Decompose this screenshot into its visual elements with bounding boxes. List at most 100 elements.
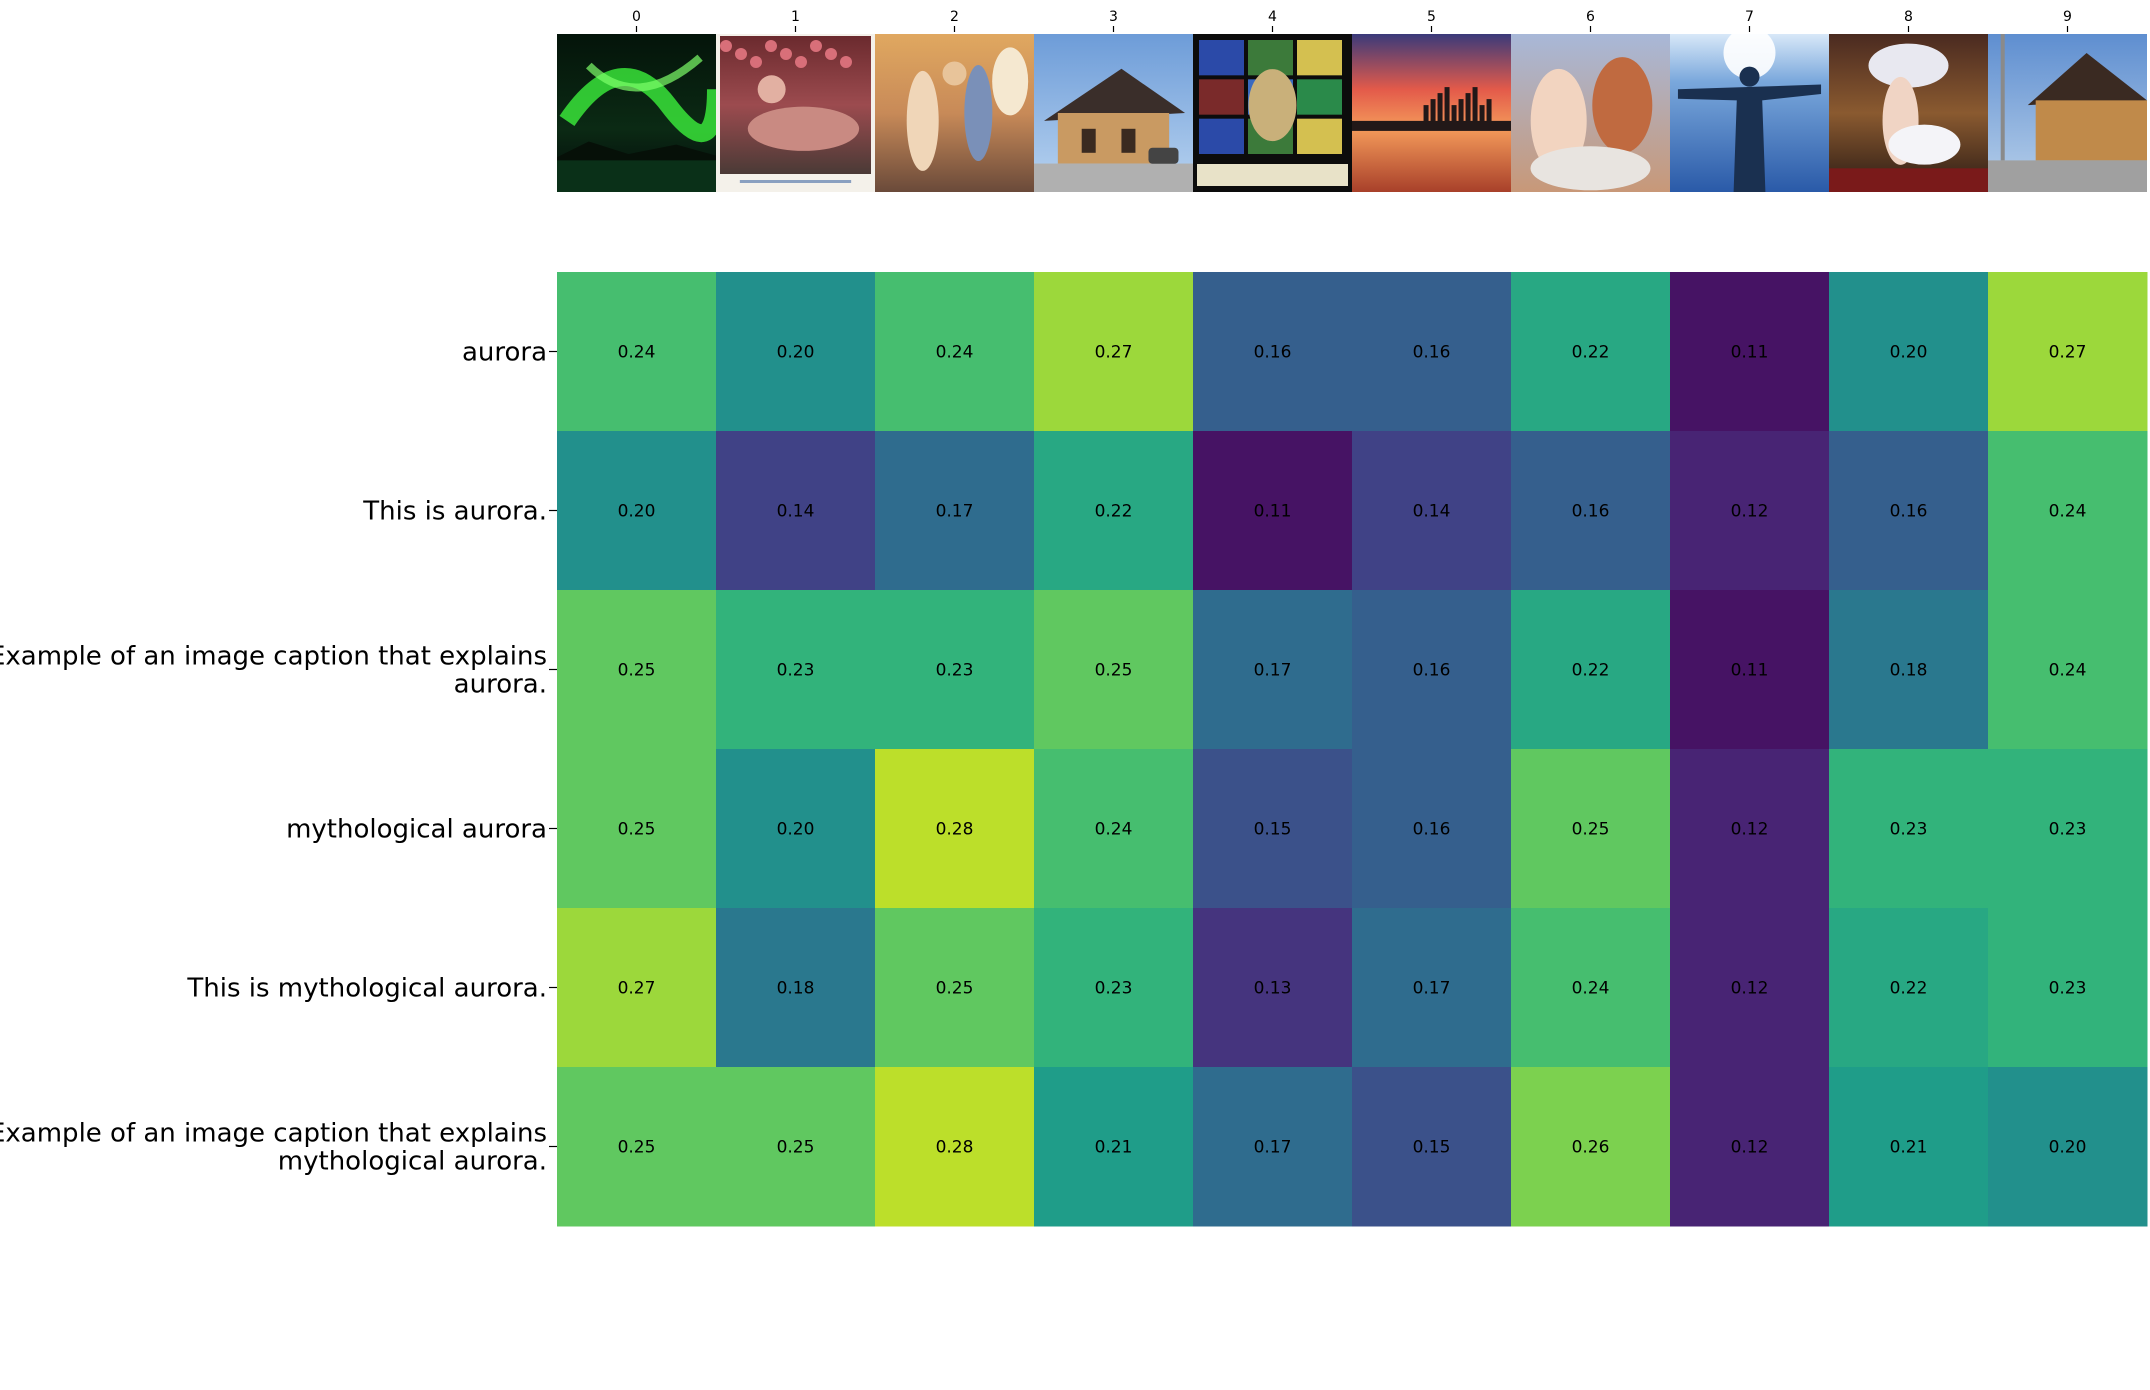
y-tick-label-1: This is aurora.: [362, 497, 547, 527]
cell-value-label-r1-c4: 0.11: [1254, 502, 1292, 522]
cell-value-label-r3-c4: 0.15: [1254, 820, 1292, 840]
x-tick-label-1: 1: [791, 9, 800, 25]
heatmap-cell-r4-c3: [1034, 908, 1194, 1068]
heatmap-cell-r2-c9: [1988, 590, 2148, 750]
heatmap-cell-r2-c8: [1829, 590, 1989, 750]
cell-value-label-r4-c3: 0.23: [1095, 979, 1133, 999]
image-thumbnail-4: [1193, 34, 1352, 192]
heatmap-cell-r4-c5: [1352, 908, 1512, 1068]
heatmap-cell-r0-c1: [716, 272, 876, 432]
cell-value-label-r2-c4: 0.17: [1254, 661, 1292, 681]
x-tick-label-3: 3: [1109, 9, 1118, 25]
cell-value-label-r1-c5: 0.14: [1413, 502, 1451, 522]
y-tick-label-5: Example of an image caption that explain…: [0, 1119, 547, 1177]
image-thumbnail-2: [875, 34, 1034, 192]
image-thumbnail-strip: [557, 34, 2147, 192]
cell-value-label-r1-c1: 0.14: [777, 502, 815, 522]
heatmap-cell-r5-c3: [1034, 1067, 1194, 1227]
y-tick-label-4: This is mythological aurora.: [186, 974, 547, 1004]
cell-value-label-r5-c7: 0.12: [1731, 1138, 1769, 1158]
heatmap-cell-r5-c5: [1352, 1067, 1512, 1227]
heatmap-cell-r3-c6: [1511, 749, 1671, 909]
cell-value-label-r4-c8: 0.22: [1890, 979, 1928, 999]
cell-value-label-r3-c1: 0.20: [777, 820, 815, 840]
heatmap-cell-r3-c3: [1034, 749, 1194, 909]
heatmap-cell-r3-c0: [557, 749, 717, 909]
heatmap-cell-r1-c1: [716, 431, 876, 591]
heatmap-cell-r2-c4: [1193, 590, 1353, 750]
cell-value-label-r3-c3: 0.24: [1095, 820, 1133, 840]
cell-value-label-r5-c8: 0.21: [1890, 1138, 1928, 1158]
cell-value-label-r3-c0: 0.25: [618, 820, 656, 840]
heatmap-cell-r0-c6: [1511, 272, 1671, 432]
cell-value-label-r1-c3: 0.22: [1095, 502, 1133, 522]
x-tick-label-7: 7: [1745, 9, 1754, 25]
cell-value-label-r4-c9: 0.23: [2049, 979, 2087, 999]
heatmap-cell-r5-c4: [1193, 1067, 1353, 1227]
cell-value-label-r0-c3: 0.27: [1095, 343, 1133, 363]
cell-value-label-r5-c0: 0.25: [618, 1138, 656, 1158]
cell-value-label-r2-c3: 0.25: [1095, 661, 1133, 681]
heatmap-cell-r5-c7: [1670, 1067, 1830, 1227]
cell-value-label-r1-c9: 0.24: [2049, 502, 2087, 522]
heatmap-cell-r0-c9: [1988, 272, 2148, 432]
cell-value-label-r5-c2: 0.28: [936, 1138, 974, 1158]
cell-value-label-r0-c9: 0.27: [2049, 343, 2087, 363]
cell-value-label-r5-c6: 0.26: [1572, 1138, 1610, 1158]
cell-value-label-r5-c5: 0.15: [1413, 1138, 1451, 1158]
cell-value-label-r4-c2: 0.25: [936, 979, 974, 999]
x-tick-label-6: 6: [1586, 9, 1595, 25]
x-tick-label-2: 2: [950, 9, 959, 25]
cell-value-label-r1-c0: 0.20: [618, 502, 656, 522]
cell-value-label-r4-c5: 0.17: [1413, 979, 1451, 999]
cell-value-label-r4-c7: 0.12: [1731, 979, 1769, 999]
cell-value-label-r5-c3: 0.21: [1095, 1138, 1133, 1158]
heatmap-cell-r1-c9: [1988, 431, 2148, 591]
heatmap-cell-r1-c4: [1193, 431, 1353, 591]
heatmap-cell-r1-c8: [1829, 431, 1989, 591]
heatmap-cell-r4-c1: [716, 908, 876, 1068]
cell-value-label-r0-c6: 0.22: [1572, 343, 1610, 363]
heatmap-cell-r3-c5: [1352, 749, 1512, 909]
image-thumbnail-0: [557, 34, 716, 192]
cell-value-label-r1-c2: 0.17: [936, 502, 974, 522]
heatmap-cell-r0-c0: [557, 272, 717, 432]
cell-value-label-r2-c7: 0.11: [1731, 661, 1769, 681]
cell-value-label-r3-c7: 0.12: [1731, 820, 1769, 840]
heatmap-cell-r1-c0: [557, 431, 717, 591]
cell-value-label-r3-c9: 0.23: [2049, 820, 2087, 840]
heatmap-cell-r3-c8: [1829, 749, 1989, 909]
cell-value-label-r2-c5: 0.16: [1413, 661, 1451, 681]
x-tick-label-0: 0: [632, 9, 641, 25]
cell-value-label-r3-c2: 0.28: [936, 820, 974, 840]
heatmap-cell-r0-c7: [1670, 272, 1830, 432]
cell-value-label-r0-c5: 0.16: [1413, 343, 1451, 363]
heatmap-cell-r2-c3: [1034, 590, 1194, 750]
heatmap-cell-r4-c9: [1988, 908, 2148, 1068]
heatmap-cell-r3-c7: [1670, 749, 1830, 909]
heatmap-cell-r0-c4: [1193, 272, 1353, 432]
x-tick-label-4: 4: [1268, 9, 1277, 25]
heatmap-cell-r5-c9: [1988, 1067, 2148, 1227]
cell-value-label-r5-c1: 0.25: [777, 1138, 815, 1158]
heatmap-cell-r1-c2: [875, 431, 1035, 591]
cell-value-label-r0-c2: 0.24: [936, 343, 974, 363]
cell-value-label-r0-c4: 0.16: [1254, 343, 1292, 363]
image-thumbnail-3: [1034, 34, 1193, 192]
y-axis-labels: aurora This is aurora. Example of an image…: [0, 338, 557, 1177]
x-tick-label-8: 8: [1904, 9, 1913, 25]
cell-value-label-r0-c0: 0.24: [618, 343, 656, 363]
heatmap-cell-r1-c5: [1352, 431, 1512, 591]
cell-value-label-r0-c1: 0.20: [777, 343, 815, 363]
image-thumbnail-6: [1511, 34, 1670, 192]
cell-value-label-r1-c8: 0.16: [1890, 502, 1928, 522]
heatmap-cell-r2-c7: [1670, 590, 1830, 750]
cell-value-label-r2-c8: 0.18: [1890, 661, 1928, 681]
heatmap-cell-r4-c8: [1829, 908, 1989, 1068]
cell-value-label-r2-c0: 0.25: [618, 661, 656, 681]
heatmap-cell-r1-c7: [1670, 431, 1830, 591]
image-thumbnail-1: [716, 34, 875, 192]
cell-value-label-r3-c8: 0.23: [1890, 820, 1928, 840]
heatmap-cell-r3-c1: [716, 749, 876, 909]
image-thumbnail-8: [1829, 34, 1988, 192]
